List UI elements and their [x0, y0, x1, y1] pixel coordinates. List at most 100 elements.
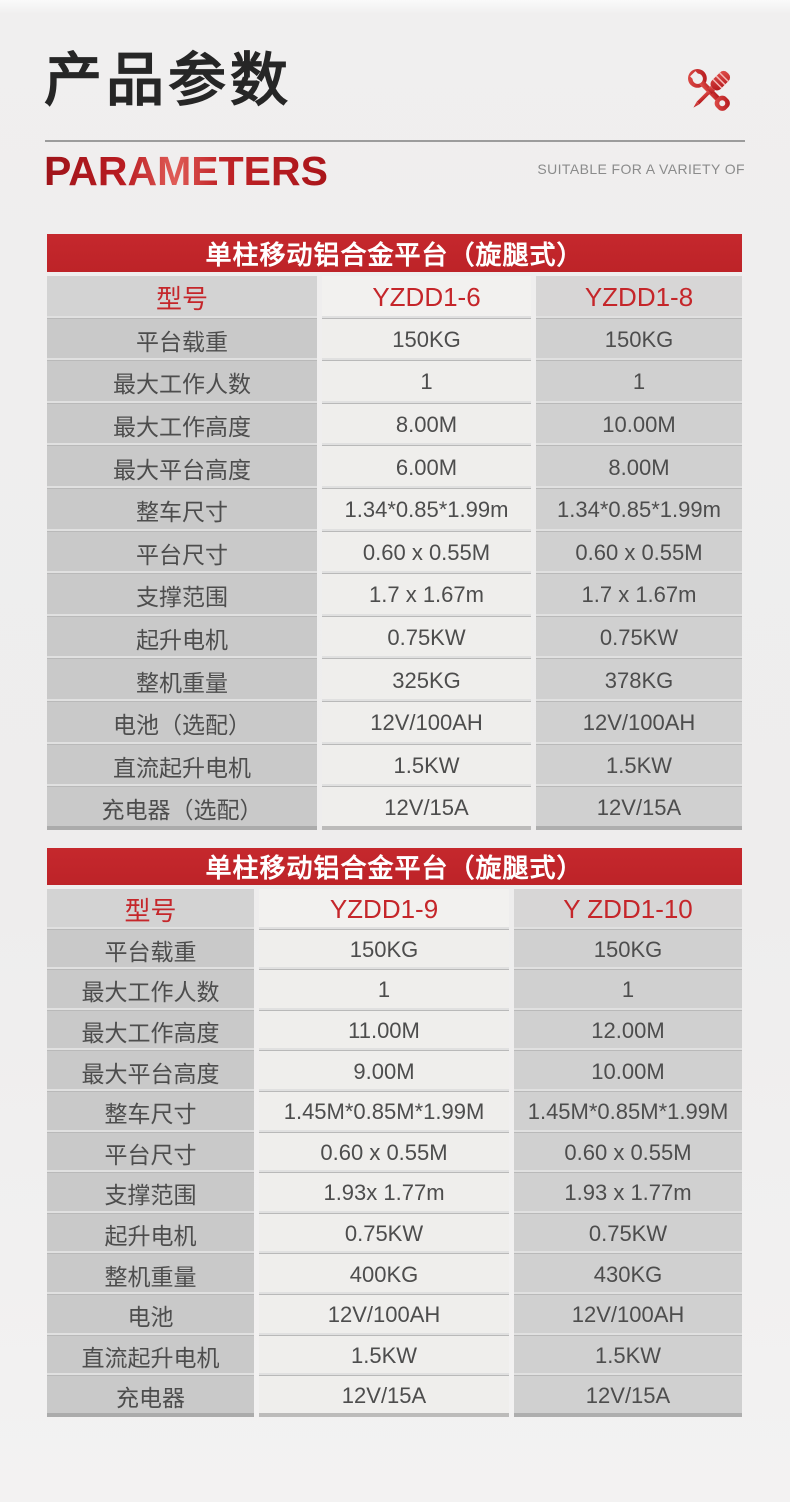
spec-label-cell: 最大工作人数: [47, 361, 317, 404]
table-row: 平台载重 150KG 150KG: [47, 929, 742, 971]
spec-label-cell: 整车尺寸: [47, 488, 317, 532]
spec-value-cell: 12V/100AH: [514, 1294, 742, 1336]
page-title: 产品参数: [44, 48, 293, 113]
table-body: 型号 YZDD1-9 Y ZDD1-10 平台载重 150KG 150KG 最大工作人数 1 1…: [47, 889, 742, 1417]
spec-value-cell: 10.00M: [536, 403, 742, 447]
spec-value-cell: 1: [259, 970, 509, 1011]
spec-value-cell: 12V/100AH: [322, 701, 531, 745]
spec-value-cell: 150KG: [514, 929, 742, 971]
table-row: 充电器（选配） 12V/15A 12V/15A: [47, 787, 742, 830]
table-row: 整机重量 400KG 430KG: [47, 1254, 742, 1295]
table-row: 最大平台高度 9.00M 10.00M: [47, 1051, 742, 1092]
spec-value-cell: 150KG: [322, 318, 531, 362]
spec-label-cell: 直流起升电机: [47, 744, 317, 788]
spec-label-cell: 整机重量: [47, 1254, 254, 1295]
spec-value-cell: 0.60 x 0.55M: [514, 1132, 742, 1174]
spec-value-cell: 12V/15A: [514, 1376, 742, 1417]
table-row: 电池 12V/100AH 12V/100AH: [47, 1294, 742, 1336]
spec-value-cell: 0.60 x 0.55M: [322, 531, 531, 575]
spec-label-cell: 最大平台高度: [47, 1051, 254, 1092]
spec-value-cell: 1.7 x 1.67m: [322, 574, 531, 617]
spec-value-cell: 1.7 x 1.67m: [536, 574, 742, 617]
spec-value-cell: 10.00M: [514, 1051, 742, 1092]
spec-value-cell: 12V/100AH: [536, 701, 742, 745]
spec-value-cell: 1.5KW: [514, 1335, 742, 1377]
spec-label-cell: 整机重量: [47, 659, 317, 702]
spec-label-cell: 起升电机: [47, 616, 317, 660]
spec-value-cell: 6.00M: [322, 446, 531, 489]
header-tagline: SUITABLE FOR A VARIETY OF: [537, 161, 745, 177]
table-row: 支撑范围 1.7 x 1.67m 1.7 x 1.67m: [47, 574, 742, 617]
spec-value-cell: 12V/15A: [259, 1376, 509, 1417]
table-row: 整车尺寸 1.34*0.85*1.99m 1.34*0.85*1.99m: [47, 488, 742, 532]
spec-label-cell: 支撑范围: [47, 1173, 254, 1214]
model-name-cell: YZDD1-9: [259, 889, 509, 930]
table-body: 型号 YZDD1-6 YZDD1-8 平台载重 150KG 150KG 最大工作人数 1 1 最大…: [47, 276, 742, 830]
spec-value-cell: 150KG: [259, 929, 509, 971]
spec-value-cell: 430KG: [514, 1254, 742, 1295]
table-row: 充电器 12V/15A 12V/15A: [47, 1376, 742, 1417]
table-row: 直流起升电机 1.5KW 1.5KW: [47, 1335, 742, 1377]
table-row: 直流起升电机 1.5KW 1.5KW: [47, 744, 742, 788]
table-row: 整机重量 325KG 378KG: [47, 659, 742, 702]
spec-value-cell: 1.5KW: [536, 744, 742, 788]
page-subtitle-en: PARAMETERS: [44, 148, 328, 194]
spec-value-cell: 12.00M: [514, 1010, 742, 1052]
model-name-cell: Y ZDD1-10: [514, 889, 742, 930]
model-header-cell: 型号: [47, 889, 254, 930]
model-header-cell: 型号: [47, 276, 317, 319]
table-row: 平台尺寸 0.60 x 0.55M 0.60 x 0.55M: [47, 1132, 742, 1174]
table-row: 最大工作高度 11.00M 12.00M: [47, 1010, 742, 1052]
spec-value-cell: 378KG: [536, 659, 742, 702]
table-row: 型号 YZDD1-6 YZDD1-8: [47, 276, 742, 319]
spec-value-cell: 0.60 x 0.55M: [259, 1132, 509, 1174]
spec-value-cell: 8.00M: [536, 446, 742, 489]
spec-value-cell: 1.34*0.85*1.99m: [322, 488, 531, 532]
spec-label-cell: 充电器: [47, 1376, 254, 1417]
spec-value-cell: 9.00M: [259, 1051, 509, 1092]
table-row: 平台载重 150KG 150KG: [47, 318, 742, 362]
spec-value-cell: 0.60 x 0.55M: [536, 531, 742, 575]
spec-value-cell: 1.93x 1.77m: [259, 1173, 509, 1214]
spec-value-cell: 8.00M: [322, 403, 531, 447]
spec-value-cell: 12V/15A: [322, 787, 531, 830]
spec-label-cell: 平台载重: [47, 318, 317, 362]
spec-label-cell: 直流起升电机: [47, 1335, 254, 1377]
spec-value-cell: 1.45M*0.85M*1.99M: [514, 1091, 742, 1133]
spec-label-cell: 最大工作人数: [47, 970, 254, 1011]
model-name-cell: YZDD1-6: [322, 276, 531, 319]
spec-value-cell: 1: [536, 361, 742, 404]
spec-label-cell: 最大工作高度: [47, 1010, 254, 1052]
spec-value-cell: 400KG: [259, 1254, 509, 1295]
spec-value-cell: 0.75KW: [322, 616, 531, 660]
table-row: 起升电机 0.75KW 0.75KW: [47, 1213, 742, 1255]
table-title-bar: 单柱移动铝合金平台（旋腿式）: [47, 234, 742, 272]
spec-label-cell: 电池（选配）: [47, 701, 317, 745]
spec-value-cell: 12V/100AH: [259, 1294, 509, 1336]
spec-label-cell: 整车尺寸: [47, 1091, 254, 1133]
model-name-cell: YZDD1-8: [536, 276, 742, 319]
table-row: 支撑范围 1.93x 1.77m 1.93 x 1.77m: [47, 1173, 742, 1214]
table-row: 最大工作人数 1 1: [47, 361, 742, 404]
spec-value-cell: 1.93 x 1.77m: [514, 1173, 742, 1214]
table-title-bar: 单柱移动铝合金平台（旋腿式）: [47, 848, 742, 885]
spec-value-cell: 0.75KW: [514, 1213, 742, 1255]
wrench-screwdriver-icon: [688, 69, 731, 111]
table-row: 整车尺寸 1.45M*0.85M*1.99M 1.45M*0.85M*1.99M: [47, 1091, 742, 1133]
spec-value-cell: 11.00M: [259, 1010, 509, 1052]
spec-label-cell: 平台尺寸: [47, 1132, 254, 1174]
spec-label-cell: 最大平台高度: [47, 446, 317, 489]
spec-value-cell: 0.75KW: [259, 1213, 509, 1255]
table-row: 最大平台高度 6.00M 8.00M: [47, 446, 742, 489]
table-row: 最大工作高度 8.00M 10.00M: [47, 403, 742, 447]
spec-label-cell: 电池: [47, 1294, 254, 1336]
table-row: 起升电机 0.75KW 0.75KW: [47, 616, 742, 660]
spec-value-cell: 1.5KW: [322, 744, 531, 788]
table-row: 电池（选配） 12V/100AH 12V/100AH: [47, 701, 742, 745]
spec-label-cell: 充电器（选配）: [47, 787, 317, 830]
spec-label-cell: 平台载重: [47, 929, 254, 971]
spec-value-cell: 1.5KW: [259, 1335, 509, 1377]
spec-value-cell: 0.75KW: [536, 616, 742, 660]
spec-value-cell: 1: [514, 970, 742, 1011]
